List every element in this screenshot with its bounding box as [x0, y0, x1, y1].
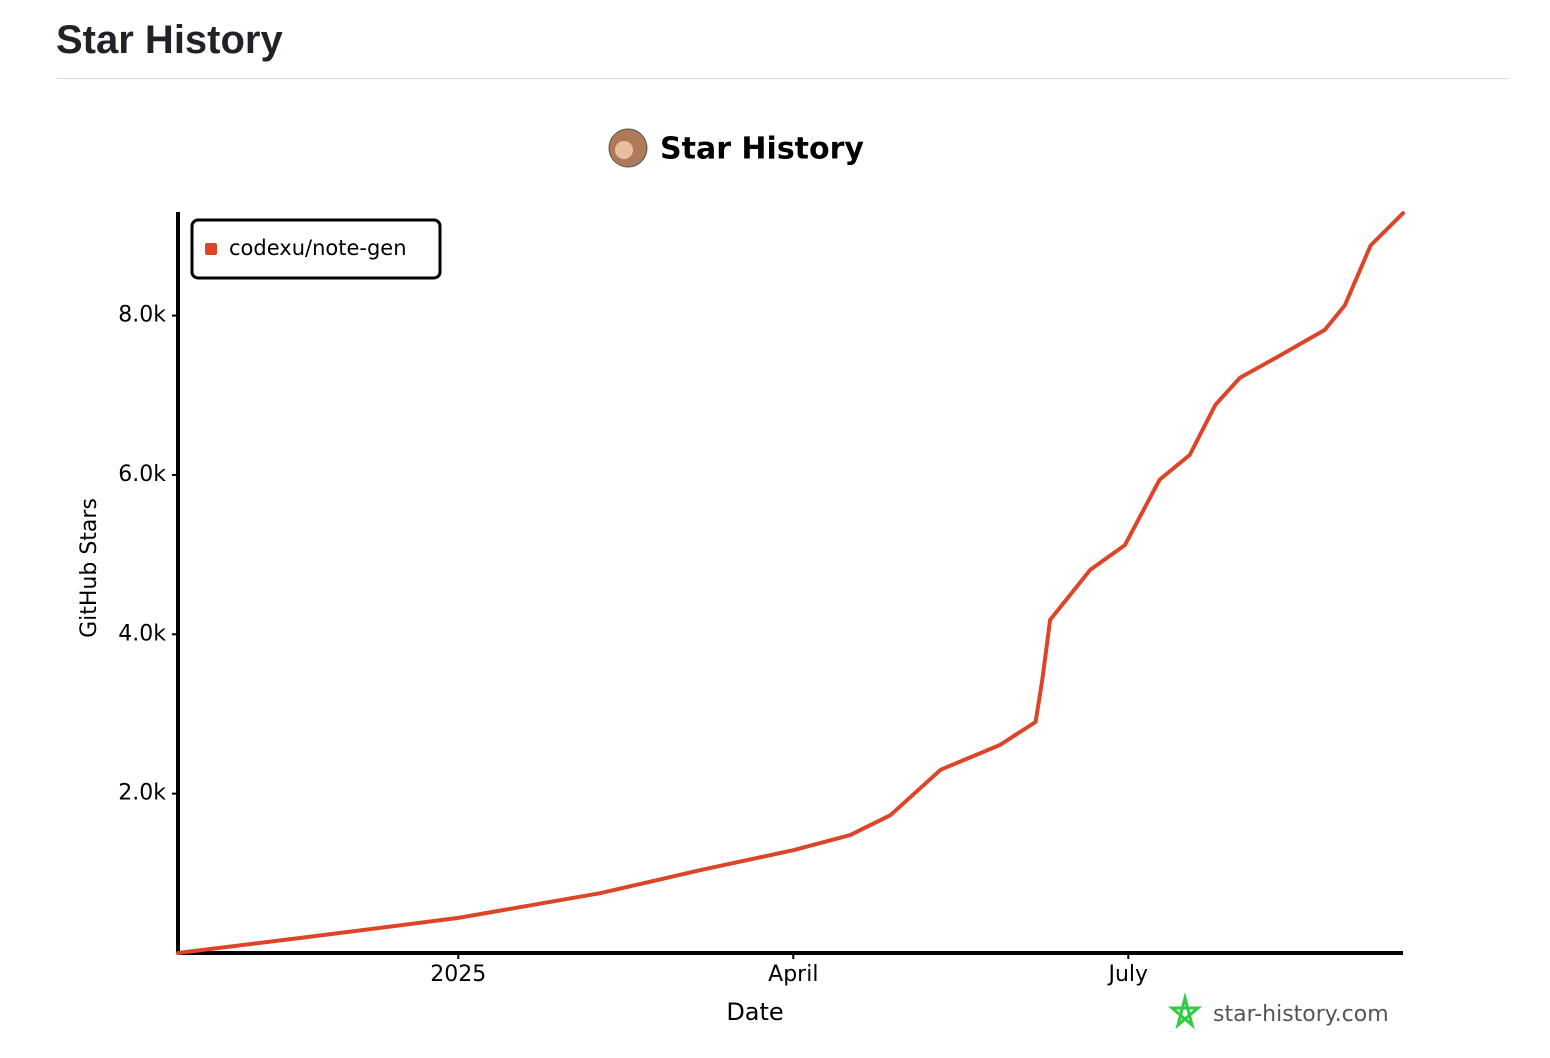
y-axis-label: GitHub Stars — [77, 498, 102, 638]
y-tick-label: 6.0k — [118, 462, 166, 487]
legend-swatch — [205, 243, 217, 255]
legend-label: codexu/note-gen — [229, 236, 407, 260]
y-tick-label: 8.0k — [118, 303, 166, 328]
legend-box — [190, 218, 442, 280]
x-axis-label: Date — [726, 998, 783, 1026]
y-tick-label: 2.0k — [118, 781, 166, 806]
avatar-face — [615, 141, 633, 159]
x-tick-label: 2025 — [430, 962, 486, 987]
page-title: Star History — [56, 18, 283, 62]
series-line — [176, 211, 1405, 955]
y-tick-label: 4.0k — [118, 621, 166, 646]
chart-title: Star History — [660, 132, 864, 167]
legend: codexu/note-gen — [190, 218, 442, 280]
watermark-text: star-history.com — [1213, 1002, 1389, 1027]
divider — [56, 78, 1510, 79]
x-tick-label: July — [1107, 962, 1149, 987]
x-tick-label: April — [768, 962, 818, 987]
watermark: star-history.com — [1167, 992, 1389, 1030]
watermark-icon — [1167, 992, 1203, 1030]
